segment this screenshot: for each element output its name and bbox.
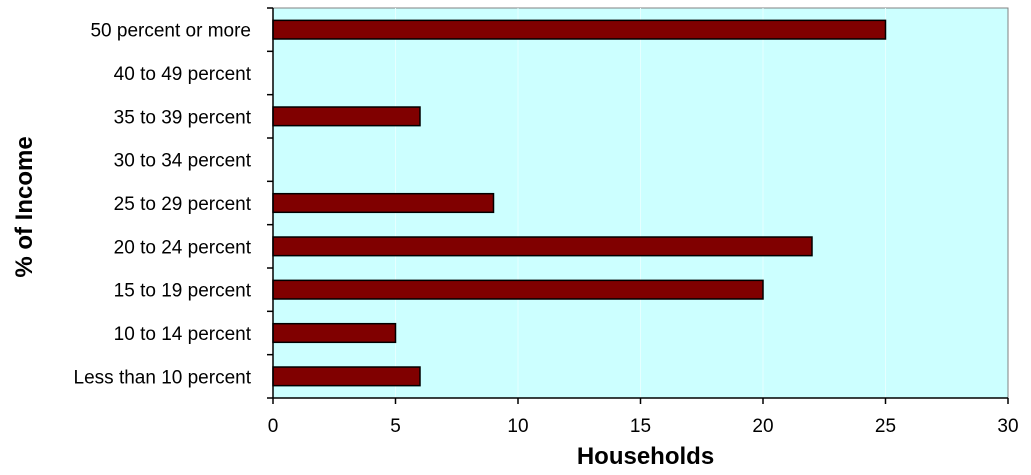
category-label: 25 to 29 percent	[114, 194, 252, 215]
y-axis-title: % of Income	[11, 136, 38, 277]
bar	[272, 19, 887, 40]
bar	[272, 192, 495, 214]
labels: 50 percent or more 40 to 49 percent 35 to …	[74, 21, 1019, 437]
bar	[272, 322, 397, 344]
bar	[272, 106, 421, 127]
category-label: 35 to 39 percent	[114, 107, 252, 128]
category-label: 10 to 14 percent	[114, 324, 252, 345]
category-label: 50 percent or more	[90, 21, 251, 42]
x-axis-title: Households	[577, 443, 714, 470]
x-tick-label: 15	[630, 416, 651, 437]
category-label: 20 to 24 percent	[114, 237, 252, 258]
x-tick-label: 20	[752, 416, 773, 437]
bar	[272, 236, 813, 257]
category-label: 30 to 34 percent	[114, 151, 252, 172]
x-tick-label: 25	[875, 416, 896, 437]
category-label: 40 to 49 percent	[114, 64, 252, 85]
category-label: 15 to 19 percent	[114, 281, 252, 302]
bar	[272, 366, 421, 387]
x-tick-label: 0	[268, 416, 279, 437]
axes	[267, 7, 1009, 404]
bar	[272, 279, 764, 300]
category-label: Less than 10 percent	[74, 367, 252, 388]
x-tick-label: 10	[507, 416, 528, 437]
x-tick-label: 5	[390, 416, 401, 437]
x-tick-label: 30	[997, 416, 1018, 437]
